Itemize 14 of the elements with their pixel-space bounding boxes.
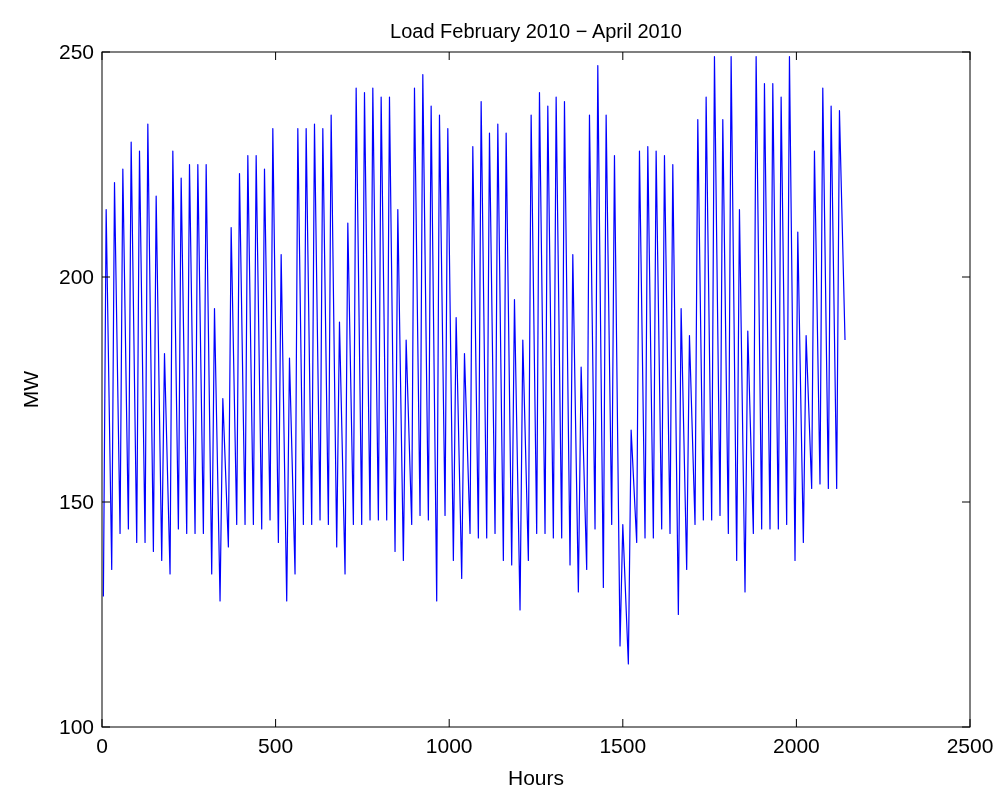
x-tick-label: 2500 bbox=[946, 734, 994, 757]
y-tick-label: 200 bbox=[58, 265, 94, 288]
y-tick-label: 100 bbox=[58, 715, 94, 738]
x-tick-label: 1000 bbox=[425, 734, 473, 757]
chart-title: Load February 2010 − April 2010 bbox=[390, 20, 682, 42]
y-tick-label: 150 bbox=[58, 490, 94, 513]
x-tick-label: 2000 bbox=[773, 734, 820, 757]
x-tick-label: 1500 bbox=[599, 734, 647, 757]
x-axis-title: Hours bbox=[507, 766, 565, 789]
y-tick-label: 250 bbox=[58, 40, 94, 63]
line-series bbox=[102, 55, 846, 665]
y-axis-title: MW bbox=[19, 370, 42, 409]
x-tick-label: 500 bbox=[258, 734, 294, 757]
x-tick-label: 0 bbox=[96, 734, 108, 757]
